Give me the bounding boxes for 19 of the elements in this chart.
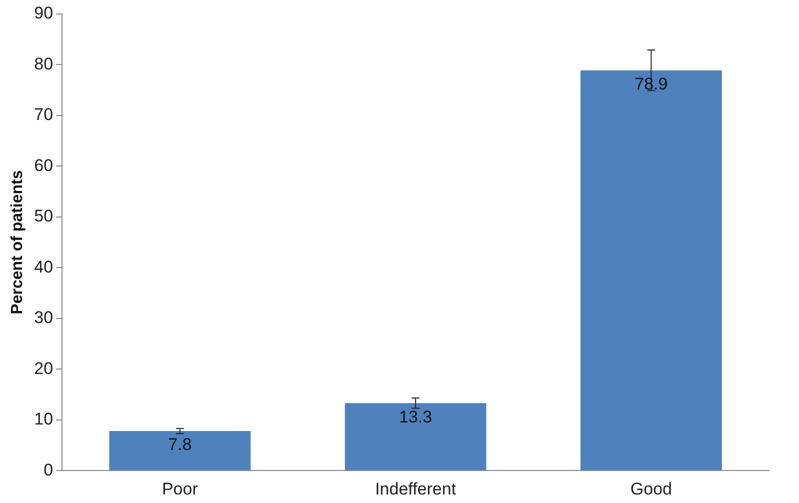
y-tick-label: 40 [34, 257, 54, 276]
y-tick-label: 60 [34, 156, 54, 175]
x-tick-label: Indefferent [375, 479, 456, 498]
y-tick-label: 0 [44, 460, 54, 480]
y-tick-label: 90 [34, 4, 54, 23]
bar [344, 403, 486, 470]
x-tick-label: Poor [162, 479, 198, 498]
y-axis-title: Percent of patients [9, 170, 26, 314]
y-tick-label: 50 [34, 206, 54, 226]
x-tick-label: Good [630, 479, 672, 498]
y-tick-label: 10 [34, 410, 54, 429]
bar [580, 70, 722, 470]
y-tick-label: 30 [34, 308, 54, 328]
data-label: 13.3 [399, 407, 432, 426]
y-tick-label: 20 [34, 358, 54, 378]
data-label: 7.8 [168, 435, 192, 454]
y-tick-label: 70 [34, 105, 54, 124]
bar [109, 431, 251, 470]
y-tick-label: 80 [34, 54, 54, 74]
